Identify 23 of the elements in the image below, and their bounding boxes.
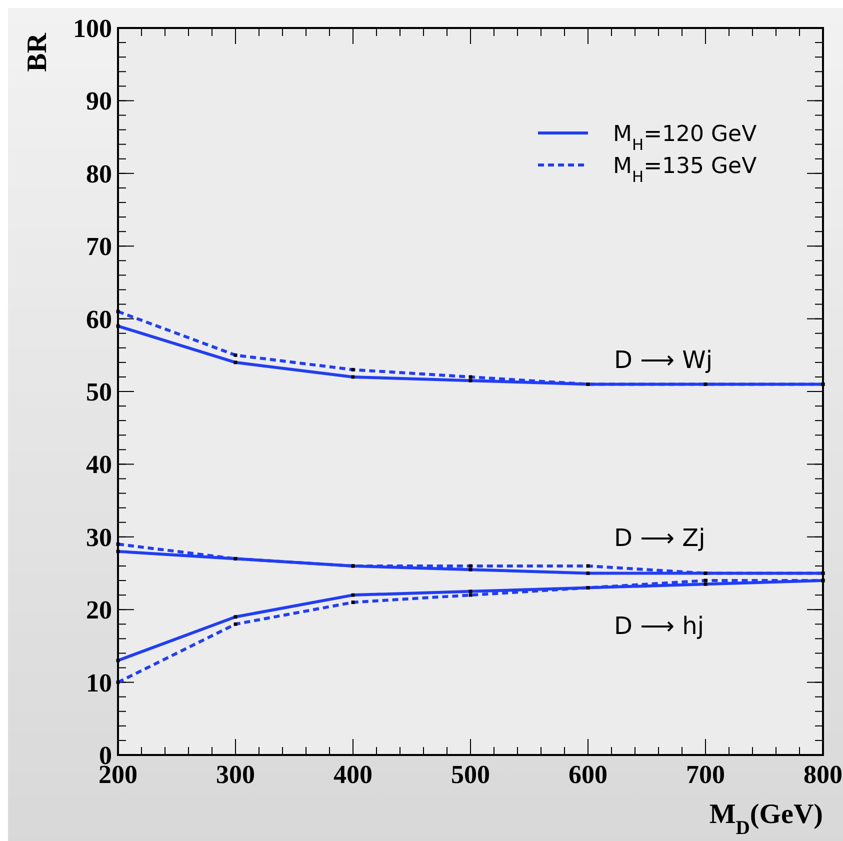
x-tick-label: 400: [334, 760, 372, 789]
y-tick-label: 70: [86, 232, 112, 262]
y-tick-label: 30: [86, 522, 112, 552]
y-tick-label: 60: [86, 304, 112, 334]
y-tick-label: 50: [86, 378, 112, 406]
x-tick-label: 300: [216, 760, 255, 789]
x-tick-label: 800: [804, 760, 842, 789]
y-tick-label: 90: [86, 86, 112, 116]
y-tick-label: 80: [86, 159, 112, 188]
annotation: D ⟶ Wj: [614, 346, 713, 374]
legend-label: M$_{H}$=120 GeV: [613, 122, 757, 154]
y-tick-label: 40: [86, 450, 112, 480]
x-tick-label: 600: [568, 760, 608, 789]
legend-label: M$_{H}$=135 GeV: [613, 154, 757, 186]
y-tick-label: 100: [73, 14, 112, 43]
annotation: D ⟶ Zj: [614, 524, 706, 552]
annotation: D ⟶ hj: [614, 612, 704, 640]
y-axis-title: BR: [22, 32, 53, 72]
y-tick-label: 20: [86, 596, 112, 625]
x-axis-title: M$_{D}$(GeV): [709, 799, 823, 838]
x-tick-label: 700: [686, 760, 725, 789]
y-tick-label: 10: [86, 668, 112, 698]
x-tick-label: 500: [451, 760, 490, 789]
